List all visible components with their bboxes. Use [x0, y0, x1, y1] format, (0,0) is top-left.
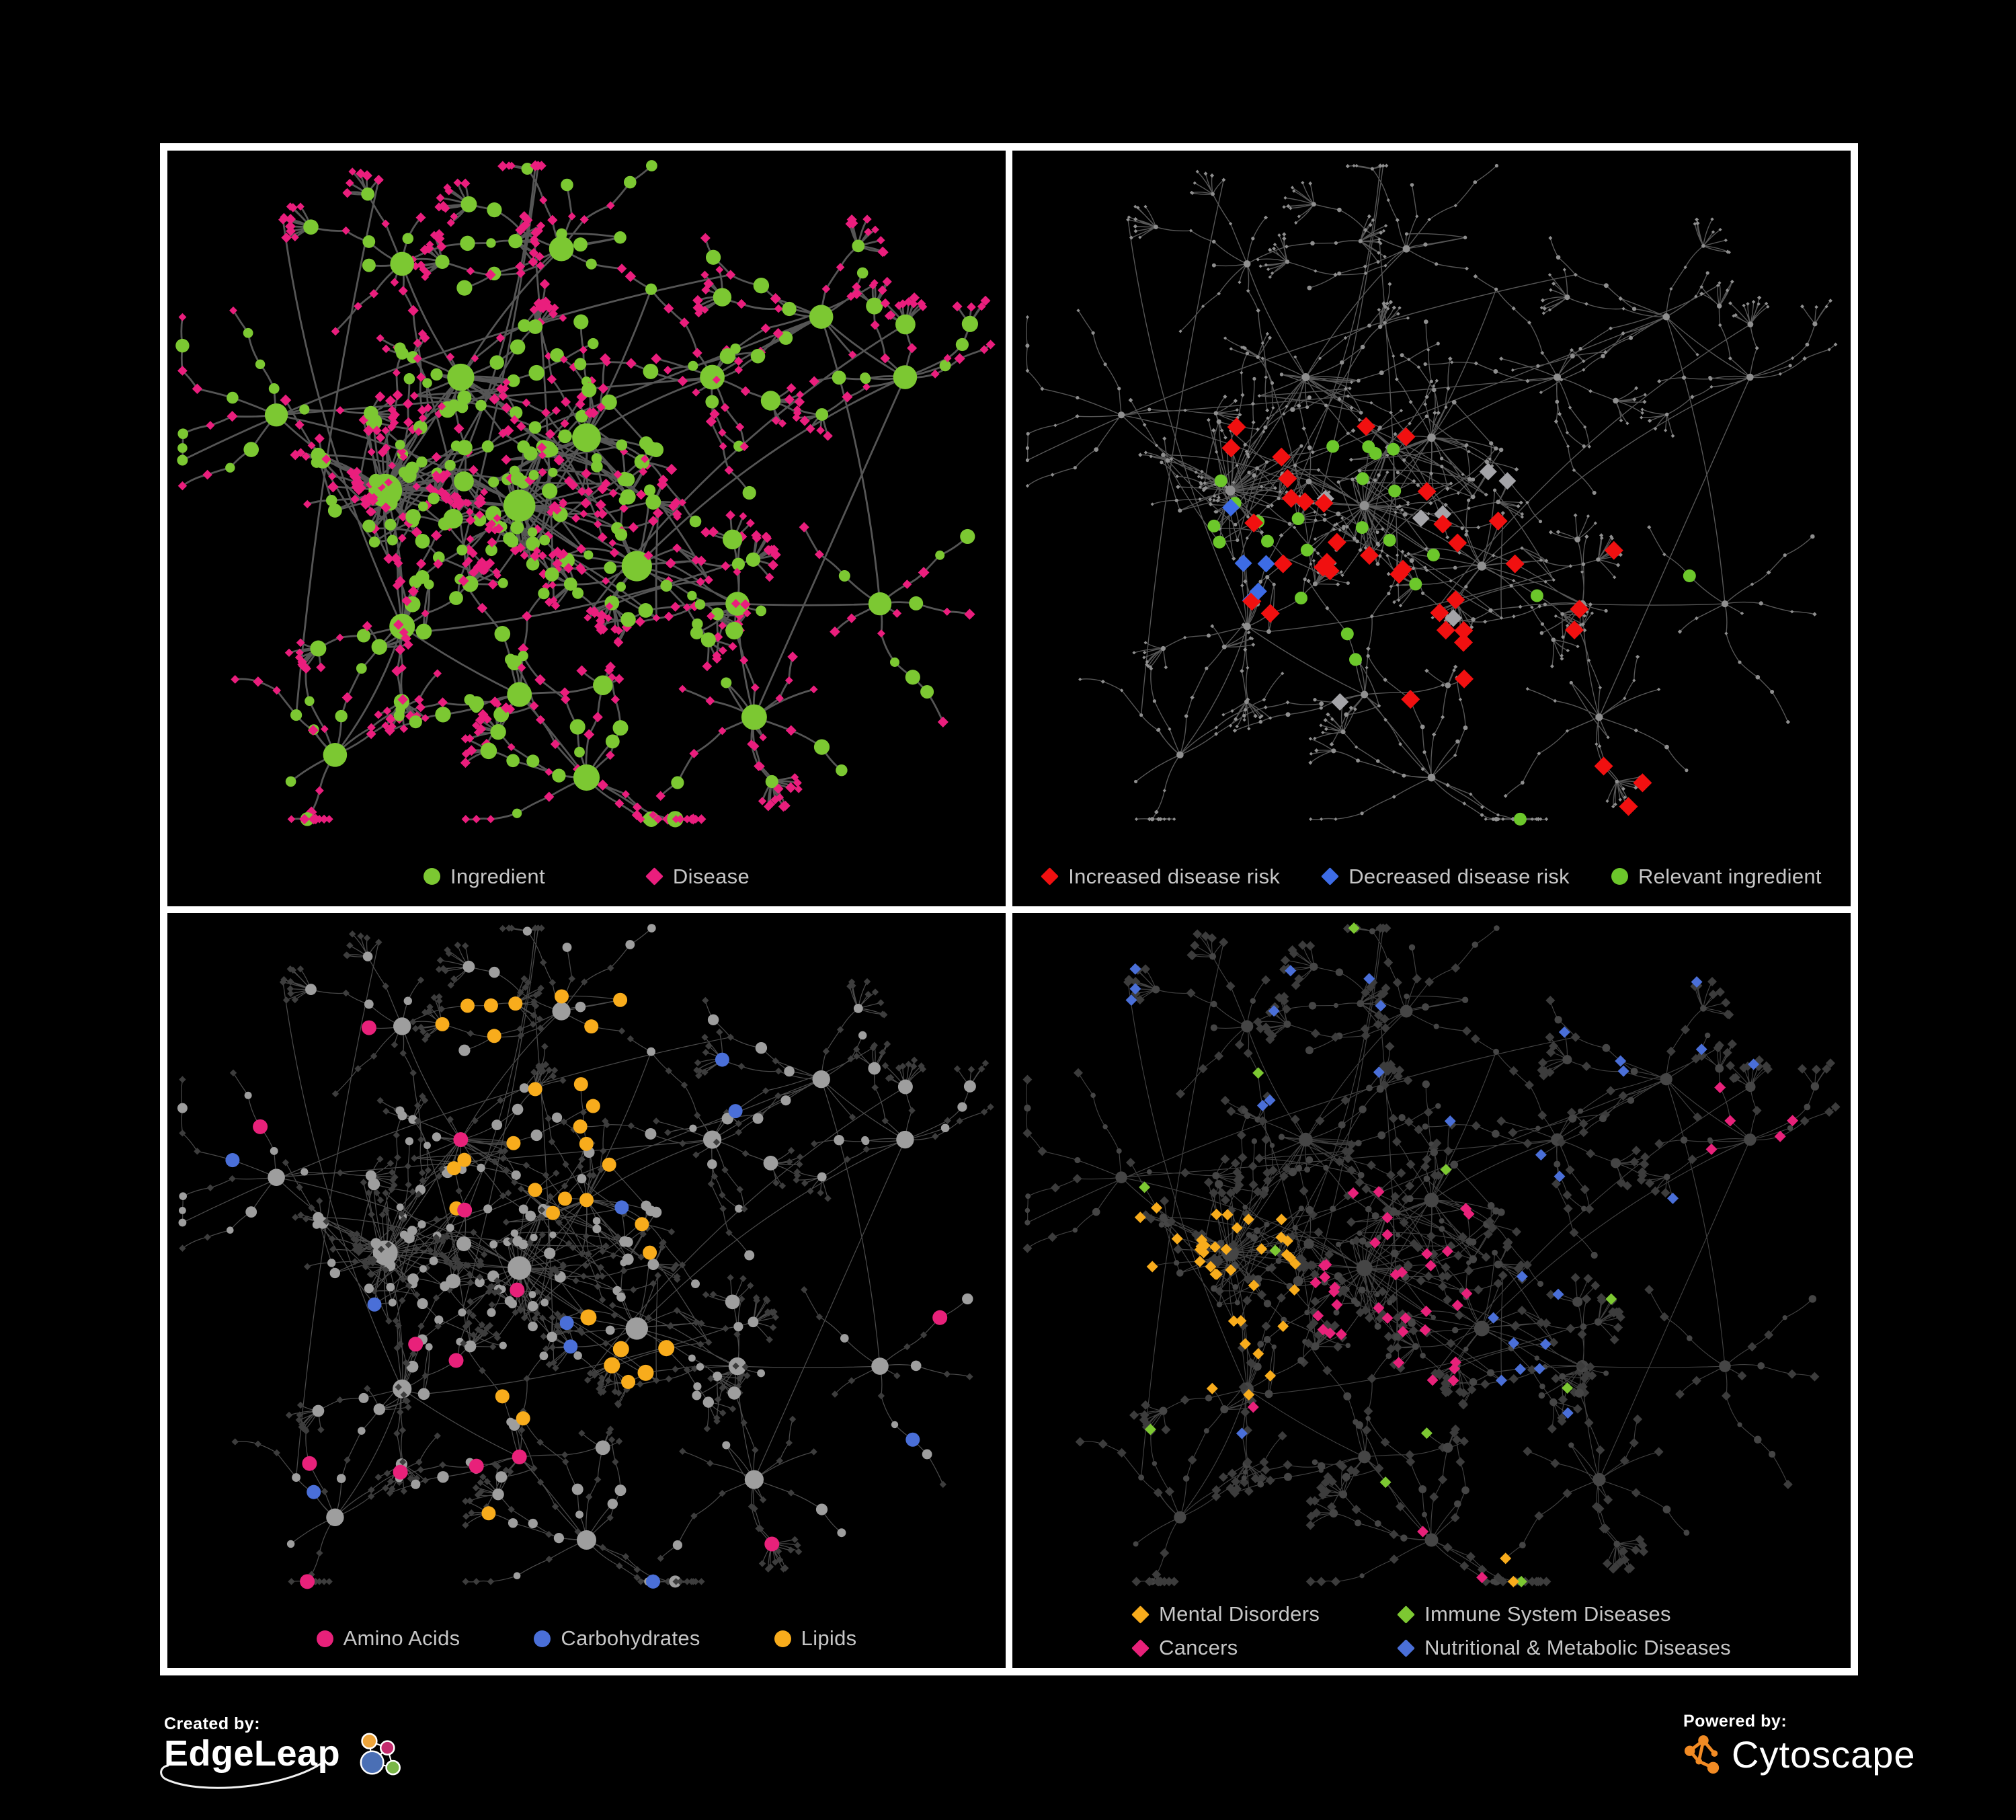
legend-label: Decreased disease risk: [1348, 864, 1570, 888]
legend-item: Cancers: [1131, 1636, 1320, 1660]
legend-label: Disease: [672, 864, 750, 888]
panel-disease-categories: Mental Disorders Immune System Diseases Ca…: [1012, 912, 1851, 1669]
legend-label: Relevant ingredient: [1638, 864, 1822, 888]
edgeleap-network-icon: [360, 1733, 401, 1776]
legend-label: Immune System Diseases: [1424, 1602, 1671, 1626]
network-canvas: [167, 151, 1006, 906]
legend-item: Relevant ingredient: [1611, 865, 1822, 889]
cytoscape-network-icon: [1684, 1735, 1720, 1774]
legend-diamond-icon: [645, 867, 663, 885]
legend: Increased disease risk Decreased disease …: [1012, 865, 1851, 889]
panel-nutrient-classes: Amino Acids Carbohydrates Lipids: [167, 912, 1006, 1669]
legend-label: Carbohydrates: [561, 1626, 700, 1650]
legend-circle-icon: [316, 1630, 333, 1647]
network-canvas: [1012, 151, 1851, 906]
legend: Ingredient Disease: [167, 865, 1006, 889]
legend-diamond-icon: [1131, 1638, 1150, 1657]
legend-item: Lipids: [774, 1626, 857, 1651]
panel-disease-risk: Increased disease risk Decreased disease …: [1012, 151, 1851, 906]
panel-grid: Ingredient Disease Increased disease risk…: [160, 143, 1858, 1675]
edgeleap-brand-name: EdgeLeap: [164, 1733, 341, 1774]
legend-label: Increased disease risk: [1068, 864, 1281, 888]
legend-label: Nutritional & Metabolic Diseases: [1424, 1636, 1731, 1659]
legend-circle-icon: [1611, 868, 1628, 885]
created-by-label: Created by:: [164, 1714, 261, 1733]
legend-diamond-icon: [1397, 1638, 1416, 1657]
legend-item: Immune System Diseases: [1397, 1602, 1731, 1626]
network-canvas: [1012, 913, 1851, 1669]
legend-label: Lipids: [801, 1626, 857, 1650]
legend-item: Nutritional & Metabolic Diseases: [1397, 1636, 1731, 1660]
legend-label: Amino Acids: [343, 1626, 460, 1650]
legend-label: Mental Disorders: [1159, 1602, 1320, 1626]
legend-circle-icon: [424, 868, 440, 885]
legend-diamond-icon: [1397, 1605, 1416, 1624]
network-canvas: [167, 913, 1006, 1669]
legend-item: Decreased disease risk: [1321, 864, 1570, 889]
legend: Amino Acids Carbohydrates Lipids: [167, 1626, 1006, 1651]
cytoscape-logo: Powered by: Cyt: [1683, 1712, 1966, 1799]
legend-item: Mental Disorders: [1131, 1602, 1320, 1626]
legend-item: Increased disease risk: [1041, 865, 1280, 889]
legend-item: Carbohydrates: [534, 1626, 700, 1651]
legend-diamond-icon: [1041, 867, 1059, 885]
cytoscape-brand-name: Cytoscape: [1732, 1733, 1916, 1776]
legend-diamond-icon: [1321, 867, 1340, 885]
legend-item: Ingredient: [424, 865, 545, 889]
legend: Mental Disorders Immune System Diseases Ca…: [1131, 1602, 1731, 1660]
legend-diamond-icon: [1131, 1605, 1150, 1624]
edgeleap-logo: Created by: EdgeLeap: [160, 1714, 406, 1815]
legend-label: Cancers: [1159, 1636, 1238, 1659]
legend-circle-icon: [774, 1630, 791, 1647]
legend-item: Amino Acids: [316, 1626, 460, 1651]
legend-circle-icon: [534, 1630, 551, 1647]
legend-label: Ingredient: [450, 864, 545, 888]
legend-item: Disease: [645, 864, 750, 889]
powered-by-label: Powered by:: [1683, 1712, 1787, 1731]
panel-ingredient-disease: Ingredient Disease: [167, 151, 1006, 906]
